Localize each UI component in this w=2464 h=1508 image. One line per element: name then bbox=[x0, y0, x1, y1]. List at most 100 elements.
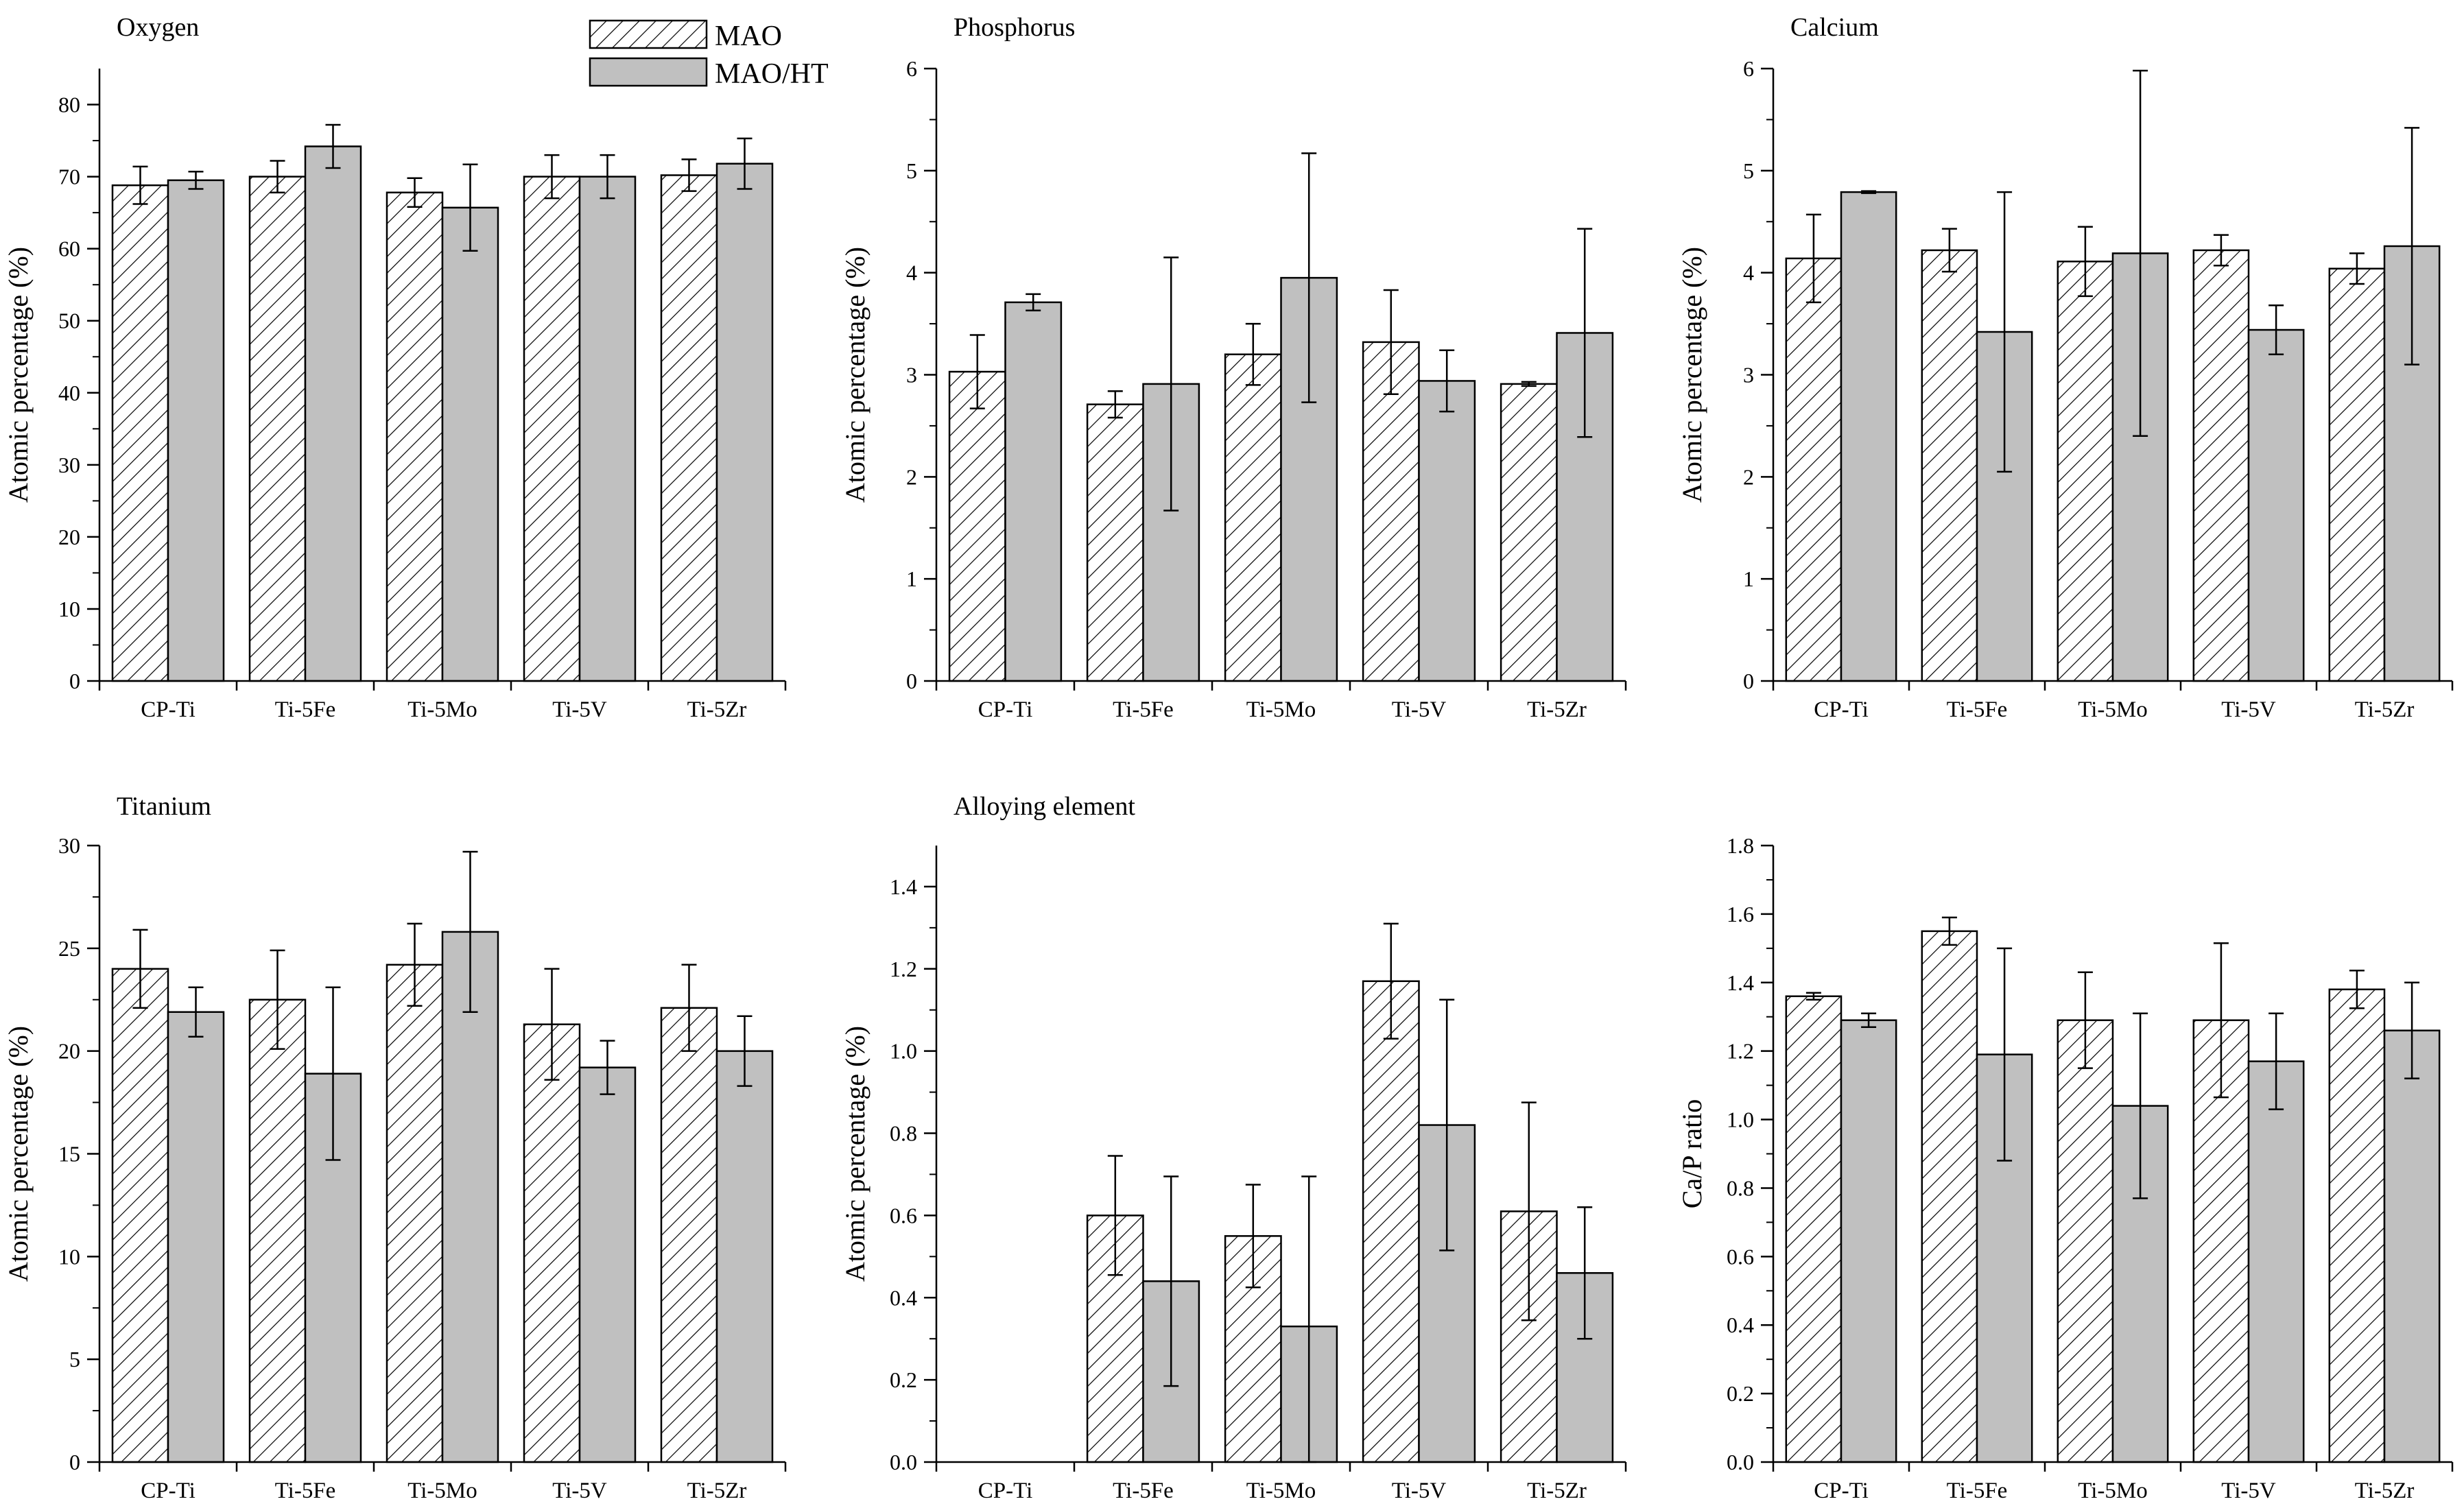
error-bar-mao-ht-4 bbox=[600, 1040, 615, 1095]
bar-mao-1 bbox=[948, 370, 1006, 682]
y-axis-label: Ca/P ratio bbox=[1677, 1099, 1707, 1209]
y-tick-label: 20 bbox=[58, 525, 80, 549]
bar-mao-5 bbox=[660, 1007, 718, 1463]
error-bar-mao-ht-5 bbox=[2404, 981, 2420, 1079]
error-bar-mao-ht-3 bbox=[462, 850, 478, 1013]
y-ticks: 0 10 20 30 40 50 60 70 80 bbox=[58, 93, 99, 693]
legend: MAO MAO/HT bbox=[589, 19, 829, 90]
y-tick-label: 4 bbox=[906, 261, 917, 285]
bar-mao-ht-1 bbox=[1004, 301, 1063, 682]
chart-panel-4: 0 5 10 15 20 25 30 CP-Ti Ti-5Fe Ti-5Mo Ti-5V Ti-5Zr… bbox=[3, 792, 787, 1503]
bar-mao-2 bbox=[248, 176, 307, 682]
bar-mao-ht-5 bbox=[2383, 1029, 2441, 1463]
y-axis-label: Atomic percentage (%) bbox=[1677, 247, 1707, 503]
error-bar-mao-ht-1 bbox=[188, 986, 204, 1038]
error-bar-mao-2 bbox=[1941, 916, 1957, 946]
x-tick-label: Ti-5Mo bbox=[2078, 1479, 2148, 1503]
error-bar-mao-4 bbox=[544, 968, 560, 1081]
chart-title: Oxygen bbox=[117, 13, 199, 42]
legend-label-mao-ht: MAO/HT bbox=[715, 58, 829, 90]
y-tick-label: 0.4 bbox=[1727, 1313, 1754, 1337]
y-ticks: 0 5 10 15 20 25 30 bbox=[58, 833, 99, 1474]
y-tick-label: 4 bbox=[1743, 261, 1754, 285]
error-bar-mao-2 bbox=[1107, 390, 1123, 419]
error-bar-mao-ht-5 bbox=[737, 1015, 753, 1087]
x-tick-label: Ti-5V bbox=[1392, 1479, 1447, 1503]
y-tick-label: 70 bbox=[58, 165, 80, 189]
x-tick-label: CP-Ti bbox=[1814, 697, 1869, 722]
y-tick-label: 80 bbox=[58, 93, 80, 117]
y-axis-label: Atomic percentage (%) bbox=[840, 247, 870, 503]
x-tick-label: Ti-5V bbox=[2221, 1479, 2276, 1503]
error-bar-mao-4 bbox=[544, 154, 560, 200]
y-tick-label: 1.0 bbox=[890, 1039, 917, 1064]
x-ticks: CP-Ti Ti-5Fe Ti-5Mo Ti-5V Ti-5Zr bbox=[935, 681, 1627, 722]
error-bar-mao-ht-1 bbox=[1861, 190, 1877, 194]
y-tick-label: 0 bbox=[69, 669, 80, 693]
x-tick-label: Ti-5Fe bbox=[1113, 1479, 1174, 1503]
x-tick-label: Ti-5Fe bbox=[1947, 1479, 2008, 1503]
error-bar-mao-2 bbox=[270, 160, 285, 193]
error-bar-mao-ht-4 bbox=[1439, 998, 1455, 1252]
y-tick-label: 6 bbox=[906, 56, 917, 81]
y-tick-label: 30 bbox=[58, 833, 80, 858]
bar-mao-5 bbox=[660, 174, 718, 682]
y-tick-label: 0.6 bbox=[1727, 1244, 1754, 1269]
error-bar-mao-3 bbox=[1245, 1184, 1261, 1289]
bar-mao-1 bbox=[111, 184, 169, 682]
error-bar-mao-1 bbox=[1805, 213, 1821, 304]
error-bar-mao-3 bbox=[2077, 226, 2093, 298]
x-ticks: CP-Ti Ti-5Fe Ti-5Mo Ti-5V Ti-5Zr bbox=[98, 681, 787, 722]
bar-mao-1 bbox=[111, 968, 169, 1463]
y-tick-label: 1.8 bbox=[1727, 833, 1754, 858]
x-ticks: CP-Ti Ti-5Fe Ti-5Mo Ti-5V Ti-5Zr bbox=[1772, 1462, 2454, 1503]
y-tick-label: 1.4 bbox=[890, 874, 917, 899]
error-bar-mao-ht-1 bbox=[188, 170, 204, 190]
error-bar-mao-ht-4 bbox=[1439, 349, 1455, 413]
y-tick-label: 0.0 bbox=[890, 1450, 917, 1474]
x-tick-label: Ti-5Zr bbox=[1527, 1479, 1587, 1503]
bar-mao-ht-5 bbox=[715, 163, 774, 682]
x-tick-label: Ti-5Zr bbox=[2355, 1479, 2415, 1503]
y-tick-label: 0 bbox=[906, 669, 917, 693]
y-axis-label: Atomic percentage (%) bbox=[3, 1026, 34, 1282]
bar-mao-ht-1 bbox=[1840, 1019, 1897, 1463]
error-bar-mao-ht-2 bbox=[1163, 1175, 1179, 1387]
y-tick-label: 2 bbox=[906, 464, 917, 489]
bar-mao-3 bbox=[386, 191, 444, 682]
error-bar-mao-3 bbox=[1245, 322, 1261, 386]
bar-mao-ht-4 bbox=[578, 1066, 637, 1463]
y-tick-label: 1.2 bbox=[890, 957, 917, 981]
chart-title: Titanium bbox=[117, 792, 211, 821]
y-tick-label: 0.8 bbox=[890, 1121, 917, 1146]
y-tick-label: 3 bbox=[906, 363, 917, 387]
chart-title: Alloying element bbox=[953, 792, 1135, 821]
y-tick-label: 0 bbox=[69, 1450, 80, 1474]
y-tick-label: 1 bbox=[906, 566, 917, 591]
y-tick-label: 6 bbox=[1743, 56, 1754, 81]
x-tick-label: Ti-5Fe bbox=[275, 697, 336, 722]
bar-mao-2 bbox=[248, 998, 307, 1463]
bar-mao-3 bbox=[2057, 1019, 2114, 1463]
error-bar-mao-1 bbox=[132, 929, 148, 1009]
bar-mao-3 bbox=[2057, 261, 2114, 682]
bar-mao-1 bbox=[1785, 257, 1843, 682]
error-bar-mao-ht-4 bbox=[600, 154, 615, 200]
chart-panel-1: 0 10 20 30 40 50 60 70 80 CP-Ti Ti-5Fe Ti-5Mo Ti-5V T… bbox=[3, 13, 787, 722]
chart-title: Phosphorus bbox=[953, 13, 1075, 42]
error-bar-mao-ht-5 bbox=[1577, 228, 1593, 438]
y-tick-label: 10 bbox=[58, 597, 80, 621]
x-tick-label: CP-Ti bbox=[1814, 1479, 1869, 1503]
x-tick-label: Ti-5Zr bbox=[2355, 697, 2415, 722]
error-bar-mao-ht-1 bbox=[1861, 1012, 1877, 1028]
y-tick-label: 20 bbox=[58, 1039, 80, 1064]
y-tick-label: 1.4 bbox=[1727, 970, 1754, 995]
x-tick-label: Ti-5Mo bbox=[2078, 697, 2148, 722]
error-bar-mao-5 bbox=[681, 158, 697, 192]
y-tick-label: 1.2 bbox=[1727, 1039, 1754, 1064]
bar-mao-2 bbox=[1921, 930, 1978, 1463]
error-bar-mao-2 bbox=[1107, 1155, 1123, 1276]
y-tick-label: 1 bbox=[1743, 566, 1754, 591]
y-tick-label: 5 bbox=[1743, 158, 1754, 183]
